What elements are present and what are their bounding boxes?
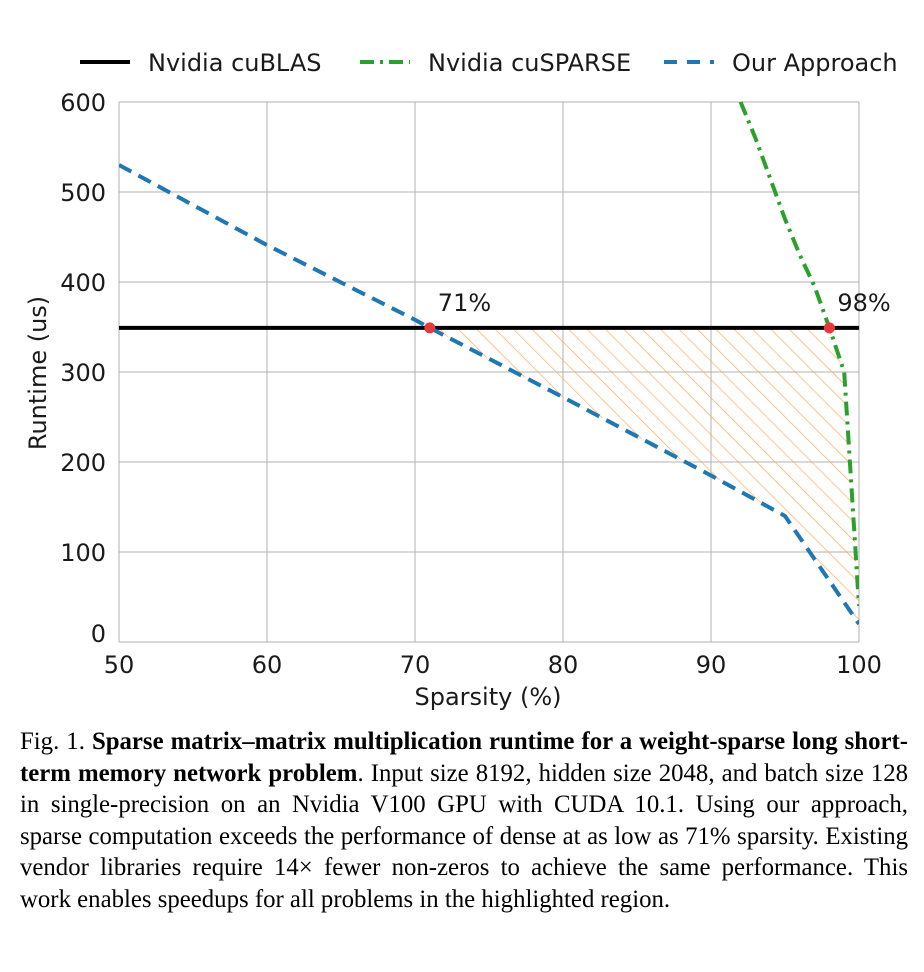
crossover-marker — [823, 322, 835, 334]
annotation-label: 71% — [438, 289, 491, 317]
y-tick-label: 400 — [60, 269, 106, 297]
series-lines — [119, 101, 859, 626]
y-tick-label: 200 — [60, 449, 106, 477]
figure-caption: Fig. 1. Sparse matrix–matrix multiplicat… — [20, 726, 908, 916]
series-line-nvidia-cusparse — [738, 101, 859, 607]
annotation-label: 98% — [837, 289, 890, 317]
y-tick-label: 0 — [91, 620, 106, 648]
legend-label: Nvidia cuSPARSE — [428, 49, 631, 77]
caption-body: . Input size 8192, hidden size 2048, and… — [20, 759, 908, 913]
y-tick-labels: 0 100 200 300 400 500 600 — [60, 89, 106, 648]
legend-label: Our Approach — [732, 49, 898, 77]
x-tick-labels: 50 60 70 80 90 100 — [104, 651, 882, 679]
x-tick-label: 50 — [104, 651, 135, 679]
crossover-markers: 71% 98% — [424, 289, 891, 334]
x-tick-label: 90 — [696, 651, 727, 679]
runtime-chart: 71% 98% 50 60 70 80 90 100 0 100 200 300 400 500 600… — [24, 49, 898, 711]
crossover-marker — [424, 322, 436, 334]
caption-prefix: Fig. 1. — [20, 728, 85, 755]
legend: Nvidia cuBLAS Nvidia cuSPARSE Our Approach — [80, 49, 898, 77]
x-tick-label: 60 — [252, 651, 283, 679]
y-tick-label: 100 — [60, 539, 106, 567]
caption-title: Sparse matrix–matrix multiplication runt… — [20, 728, 909, 787]
y-tick-label: 300 — [60, 359, 106, 387]
x-axis-label: Sparsity (%) — [415, 683, 562, 711]
series-line-our-approach — [119, 163, 859, 626]
x-tick-label: 70 — [400, 651, 431, 679]
highlighted-region — [429, 327, 859, 624]
legend-label: Nvidia cuBLAS — [148, 49, 322, 77]
x-tick-label: 100 — [836, 651, 882, 679]
x-tick-label: 80 — [548, 651, 579, 679]
y-tick-label: 500 — [60, 179, 106, 207]
y-tick-label: 600 — [60, 89, 106, 117]
y-axis-label: Runtime (us) — [24, 296, 52, 450]
